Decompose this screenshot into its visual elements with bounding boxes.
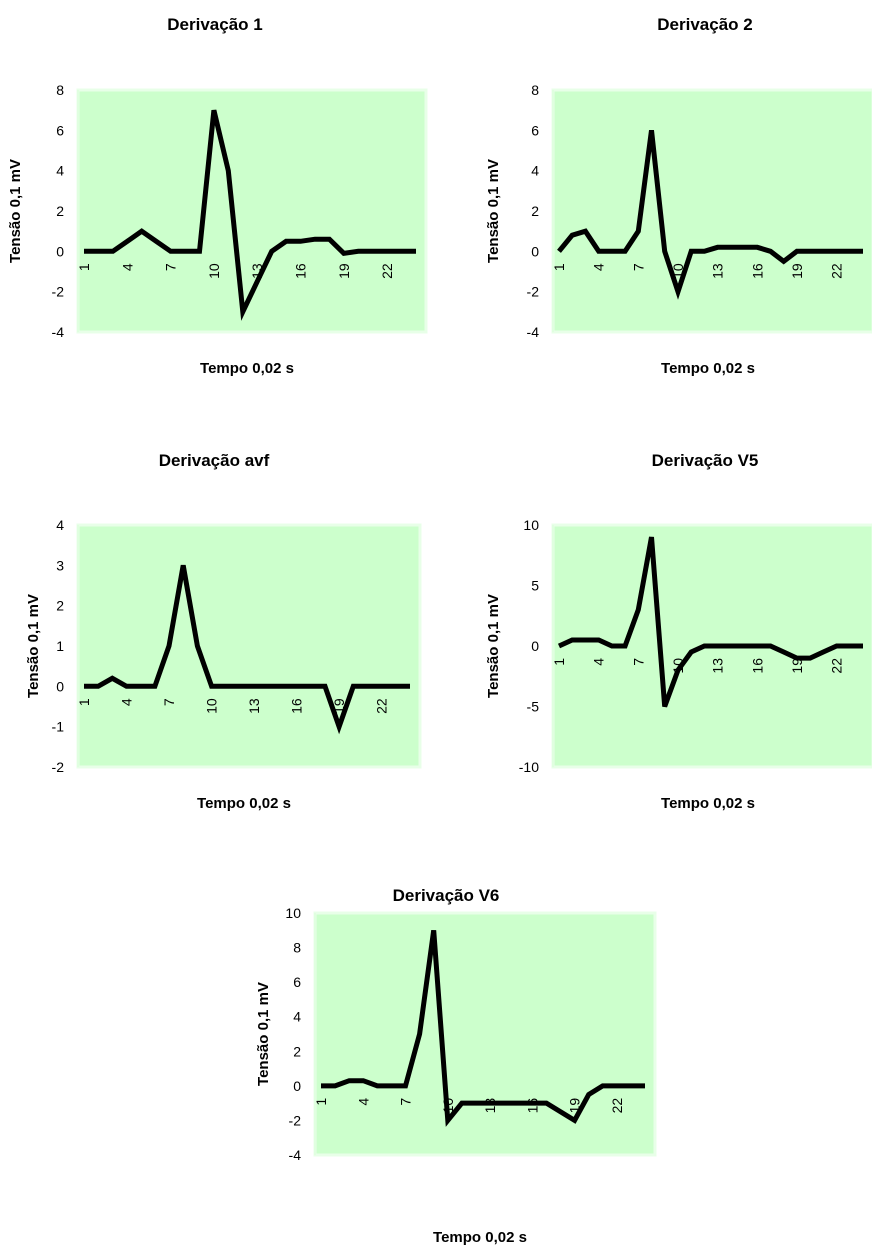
y-tick-label: 4 bbox=[293, 1009, 301, 1025]
series-line bbox=[84, 564, 410, 735]
x-tick-label: 13 bbox=[710, 658, 726, 674]
series-line bbox=[321, 929, 645, 1127]
x-tick-label: 4 bbox=[591, 658, 607, 666]
x-tick-label: 16 bbox=[293, 263, 309, 279]
y-tick-label: -2 bbox=[527, 284, 540, 300]
x-tick-label: 22 bbox=[379, 263, 395, 279]
y-axis-label: Tensão 0,1 mV bbox=[255, 982, 272, 1086]
x-tick-label: 1 bbox=[551, 658, 567, 666]
y-tick-label: 2 bbox=[56, 598, 64, 614]
x-tick-label: 4 bbox=[355, 1098, 371, 1106]
y-tick-label: -2 bbox=[289, 1112, 302, 1128]
y-tick-label: 0 bbox=[531, 638, 539, 654]
y-axis-label: Tensão 0,1 mV bbox=[7, 159, 24, 263]
y-axis-label: Tensão 0,1 mV bbox=[25, 594, 42, 698]
y-tick-label: 1 bbox=[56, 638, 64, 654]
x-tick-label: 16 bbox=[749, 263, 765, 279]
chart-title: Derivação V5 bbox=[652, 451, 759, 470]
x-tick-label: 10 bbox=[206, 263, 222, 279]
y-tick-label: 0 bbox=[56, 243, 64, 259]
y-tick-label: 0 bbox=[531, 243, 539, 259]
plot-area bbox=[551, 88, 872, 334]
y-tick-label: 5 bbox=[531, 578, 539, 594]
chart-title: Derivação 1 bbox=[167, 15, 262, 34]
y-tick-label: 2 bbox=[293, 1043, 301, 1059]
y-tick-label: 8 bbox=[531, 82, 539, 98]
y-tick-label: 2 bbox=[531, 203, 539, 219]
y-tick-label: 4 bbox=[56, 517, 64, 533]
x-tick-label: 19 bbox=[336, 263, 352, 279]
x-tick-label: 22 bbox=[374, 698, 390, 714]
x-tick-label: 4 bbox=[119, 698, 135, 706]
x-tick-label: 19 bbox=[789, 263, 805, 279]
x-tick-label: 10 bbox=[204, 698, 220, 714]
chart-title: Derivação 2 bbox=[657, 15, 752, 34]
x-tick-label: 7 bbox=[398, 1098, 414, 1106]
chart-title: Derivação V6 bbox=[393, 886, 500, 905]
y-tick-label: 3 bbox=[56, 557, 64, 573]
y-tick-label: -5 bbox=[527, 699, 540, 715]
x-tick-label: 7 bbox=[163, 263, 179, 271]
y-tick-label: 8 bbox=[56, 82, 64, 98]
x-tick-label: 19 bbox=[789, 658, 805, 674]
x-tick-label: 1 bbox=[551, 263, 567, 271]
y-tick-label: 4 bbox=[56, 163, 64, 179]
y-tick-label: -4 bbox=[52, 324, 65, 340]
series-line bbox=[557, 129, 863, 300]
y-tick-label: -10 bbox=[519, 759, 539, 775]
x-axis-label: Tempo 0,02 s bbox=[433, 1229, 527, 1246]
x-tick-label: 1 bbox=[76, 263, 92, 271]
x-tick-label: 16 bbox=[749, 658, 765, 674]
y-axis-label: Tensão 0,1 mV bbox=[485, 594, 502, 698]
x-tick-label: 1 bbox=[76, 698, 92, 706]
series-line bbox=[557, 536, 863, 708]
x-tick-label: 22 bbox=[829, 658, 845, 674]
y-tick-label: -1 bbox=[52, 719, 65, 735]
chart-title: Derivação avf bbox=[159, 451, 270, 470]
x-axis-label: Tempo 0,02 s bbox=[661, 795, 755, 812]
x-tick-label: 16 bbox=[289, 698, 305, 714]
x-tick-label: 7 bbox=[630, 658, 646, 666]
x-axis-label: Tempo 0,02 s bbox=[200, 360, 294, 377]
y-tick-label: -2 bbox=[52, 284, 65, 300]
y-tick-label: -4 bbox=[289, 1147, 302, 1163]
plot-area bbox=[313, 911, 657, 1157]
y-tick-label: 2 bbox=[56, 203, 64, 219]
x-axis-label: Tempo 0,02 s bbox=[661, 360, 755, 377]
x-tick-label: 1 bbox=[313, 1098, 329, 1106]
x-axis-label: Tempo 0,02 s bbox=[197, 795, 291, 812]
y-tick-label: 6 bbox=[56, 122, 64, 138]
y-tick-label: 10 bbox=[285, 905, 301, 921]
y-axis-label: Tensão 0,1 mV bbox=[485, 159, 502, 263]
y-tick-label: -4 bbox=[527, 324, 540, 340]
y-tick-label: 6 bbox=[293, 974, 301, 990]
x-tick-label: 13 bbox=[710, 263, 726, 279]
x-tick-label: 13 bbox=[246, 698, 262, 714]
y-tick-label: 4 bbox=[531, 163, 539, 179]
x-tick-label: 22 bbox=[829, 263, 845, 279]
y-tick-label: 10 bbox=[523, 517, 539, 533]
x-tick-label: 4 bbox=[591, 263, 607, 271]
x-tick-label: 22 bbox=[609, 1098, 625, 1114]
x-tick-label: 7 bbox=[630, 263, 646, 271]
x-tick-label: 7 bbox=[161, 698, 177, 706]
y-tick-label: 0 bbox=[56, 678, 64, 694]
plot-area bbox=[76, 523, 422, 769]
y-tick-label: 0 bbox=[293, 1078, 301, 1094]
y-tick-label: 6 bbox=[531, 122, 539, 138]
x-tick-label: 4 bbox=[119, 263, 135, 271]
y-tick-label: -2 bbox=[52, 759, 65, 775]
y-tick-label: 8 bbox=[293, 940, 301, 956]
series-line bbox=[84, 109, 416, 321]
